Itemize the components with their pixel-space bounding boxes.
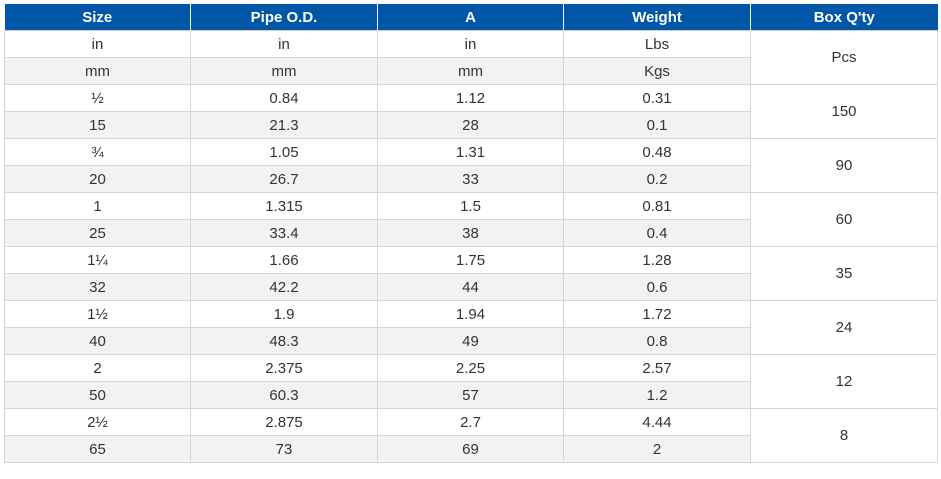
unit-weight-kgs: Kgs [563, 57, 751, 85]
cell-od: 73 [190, 435, 378, 463]
table-row: ½ 0.84 1.12 0.31 150 [4, 84, 938, 139]
unit-od-in: in [190, 30, 378, 58]
unit-size-mm: mm [4, 57, 191, 85]
cell-weight: 0.8 [563, 327, 751, 355]
cell-a: 38 [377, 219, 564, 247]
cell-box-qty: 150 [750, 84, 938, 139]
table-row: 2 2.375 2.25 2.57 12 [4, 354, 938, 409]
cell-a: 44 [377, 273, 564, 301]
table-row: 40 48.3 49 0.8 [4, 327, 938, 355]
cell-box-qty: 60 [750, 192, 938, 247]
cell-size: 25 [4, 219, 191, 247]
cell-size: 20 [4, 165, 191, 193]
cell-weight: 4.44 [563, 408, 751, 436]
cell-a: 33 [377, 165, 564, 193]
table-row: 15 21.3 28 0.1 [4, 111, 938, 139]
unit-size-in: in [4, 30, 191, 58]
unit-box-pcs: Pcs [750, 30, 938, 85]
cell-od: 2.875 [190, 408, 378, 436]
table-row: 65 73 69 2 [4, 435, 938, 463]
cell-od: 26.7 [190, 165, 378, 193]
cell-box-qty: 8 [750, 408, 938, 463]
cell-a: 2.7 [377, 408, 564, 436]
cell-box-qty: 24 [750, 300, 938, 355]
cell-weight: 2 [563, 435, 751, 463]
unit-weight-lbs: Lbs [563, 30, 751, 58]
table-row: 50 60.3 57 1.2 [4, 381, 938, 409]
unit-a-mm: mm [377, 57, 564, 85]
cell-weight: 0.4 [563, 219, 751, 247]
cell-size: 40 [4, 327, 191, 355]
cell-a: 1.75 [377, 246, 564, 274]
table-row: 2½ 2.875 2.7 4.44 8 [4, 408, 938, 463]
header-row: Size Pipe O.D. A Weight Box Q'ty [4, 4, 938, 31]
header-size: Size [4, 4, 191, 31]
cell-a: 69 [377, 435, 564, 463]
cell-a: 49 [377, 327, 564, 355]
cell-a: 1.31 [377, 138, 564, 166]
header-box-qty: Box Q'ty [750, 4, 938, 31]
units-row-metric: mm mm mm Kgs [4, 57, 938, 85]
cell-od: 33.4 [190, 219, 378, 247]
cell-size: 50 [4, 381, 191, 409]
cell-od: 21.3 [190, 111, 378, 139]
unit-a-in: in [377, 30, 564, 58]
cell-weight: 0.81 [563, 192, 751, 220]
cell-size: 1½ [4, 300, 191, 328]
pipe-spec-table: Size Pipe O.D. A Weight Box Q'ty in in i… [4, 4, 938, 463]
cell-weight: 0.1 [563, 111, 751, 139]
cell-size: 1 [4, 192, 191, 220]
cell-weight: 1.72 [563, 300, 751, 328]
cell-od: 1.05 [190, 138, 378, 166]
cell-od: 0.84 [190, 84, 378, 112]
table-row: 1¼ 1.66 1.75 1.28 35 [4, 246, 938, 301]
header-pipe-od: Pipe O.D. [190, 4, 378, 31]
cell-size: ¾ [4, 138, 191, 166]
table-row: 1 1.315 1.5 0.81 60 [4, 192, 938, 247]
cell-weight: 1.28 [563, 246, 751, 274]
cell-od: 48.3 [190, 327, 378, 355]
cell-weight: 0.31 [563, 84, 751, 112]
unit-od-mm: mm [190, 57, 378, 85]
cell-a: 2.25 [377, 354, 564, 382]
cell-weight: 0.6 [563, 273, 751, 301]
cell-size: 2 [4, 354, 191, 382]
table-header: Size Pipe O.D. A Weight Box Q'ty [4, 4, 938, 31]
header-weight: Weight [563, 4, 751, 31]
cell-od: 1.315 [190, 192, 378, 220]
cell-od: 1.9 [190, 300, 378, 328]
spec-table-container: Size Pipe O.D. A Weight Box Q'ty in in i… [4, 4, 938, 463]
cell-a: 57 [377, 381, 564, 409]
cell-od: 2.375 [190, 354, 378, 382]
cell-a: 1.94 [377, 300, 564, 328]
cell-od: 1.66 [190, 246, 378, 274]
cell-box-qty: 12 [750, 354, 938, 409]
cell-size: 32 [4, 273, 191, 301]
cell-box-qty: 90 [750, 138, 938, 193]
cell-weight: 2.57 [563, 354, 751, 382]
cell-weight: 1.2 [563, 381, 751, 409]
cell-size: 15 [4, 111, 191, 139]
table-row: 20 26.7 33 0.2 [4, 165, 938, 193]
cell-size: 2½ [4, 408, 191, 436]
table-row: 25 33.4 38 0.4 [4, 219, 938, 247]
cell-box-qty: 35 [750, 246, 938, 301]
units-row-imperial: in in in Lbs Pcs [4, 30, 938, 85]
cell-size: ½ [4, 84, 191, 112]
table-body: in in in Lbs Pcs mm mm mm Kgs ½ 0.84 1.12 0… [4, 30, 938, 463]
cell-od: 42.2 [190, 273, 378, 301]
cell-size: 65 [4, 435, 191, 463]
cell-size: 1¼ [4, 246, 191, 274]
cell-a: 1.5 [377, 192, 564, 220]
cell-weight: 0.2 [563, 165, 751, 193]
cell-a: 1.12 [377, 84, 564, 112]
cell-od: 60.3 [190, 381, 378, 409]
header-a: A [377, 4, 564, 31]
cell-a: 28 [377, 111, 564, 139]
table-row: ¾ 1.05 1.31 0.48 90 [4, 138, 938, 193]
cell-weight: 0.48 [563, 138, 751, 166]
table-row: 1½ 1.9 1.94 1.72 24 [4, 300, 938, 355]
